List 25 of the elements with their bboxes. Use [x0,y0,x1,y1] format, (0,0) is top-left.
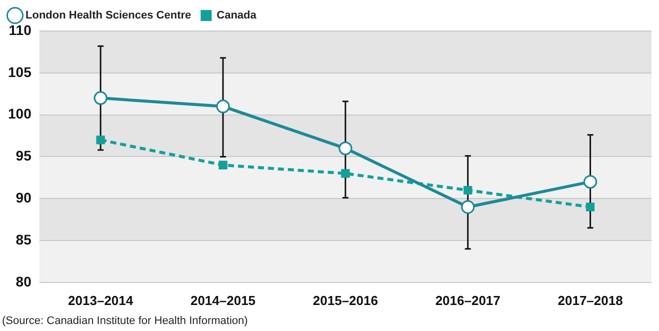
x-tick-label: 2014–2015 [190,292,256,308]
legend-label: London Health Sciences Centre [26,10,192,22]
point [586,202,595,212]
x-tick-label: 2013–2014 [68,292,134,308]
y-tick-label: 110 [8,22,32,38]
point [94,91,108,105]
point [341,169,350,178]
y-tick-label: 95 [16,148,32,164]
point [216,100,230,114]
y-tick-label: 90 [16,189,32,206]
y-tick-label: 105 [8,64,32,80]
x-tick-label: 2017–2018 [558,292,623,308]
point [464,186,472,194]
legend-label: Canada [216,10,258,22]
x-tick-label: 2016–2017 [435,292,500,308]
text: (Source: Canadian Institute for Health Information) [2,315,248,327]
point [96,136,105,144]
y-tick-label: 100 [8,106,32,122]
point [461,200,475,214]
y-tick-label: 80 [16,273,32,290]
point [218,160,228,170]
point [584,175,598,189]
x-tick-label: 2015–2016 [312,292,378,308]
point [338,142,352,156]
y-tick-label: 85 [16,231,32,248]
